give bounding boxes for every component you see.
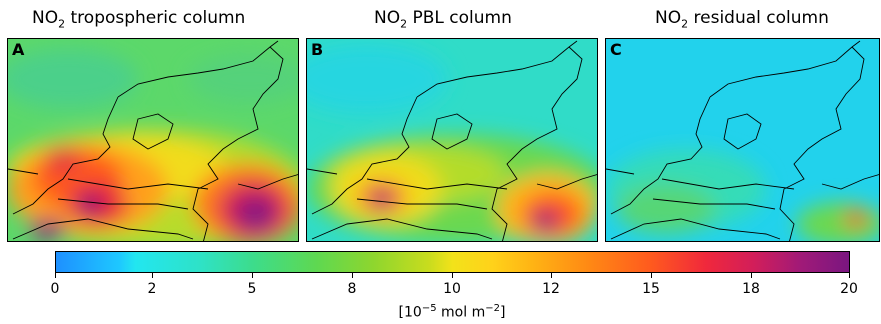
- panel-b-title: NO2 PBL column: [374, 8, 512, 31]
- panel-letter-c: C: [610, 40, 622, 59]
- colorbar-tick-12: [551, 273, 552, 278]
- colorbar-unit-label: [10−5 mol m−2]: [398, 303, 506, 321]
- colorbar-label-8: 8: [347, 281, 357, 297]
- panel-a-title: NO2 tropospheric column: [32, 8, 246, 31]
- panel-letter-b: B: [311, 40, 324, 59]
- colorbar-label-15: 15: [642, 281, 660, 297]
- no2-tropospheric-map: [8, 39, 298, 241]
- map-panel-b: B: [306, 38, 598, 242]
- colorbar-label-12: 12: [542, 281, 560, 297]
- colorbar-label-2: 2: [147, 281, 157, 297]
- colorbar: [55, 251, 850, 273]
- panel-letter-a: A: [12, 40, 25, 59]
- colorbar-tick-2: [152, 273, 153, 278]
- no2-residual-map: [606, 39, 879, 241]
- colorbar-tick-10: [452, 273, 453, 278]
- coastline-borders-c: [606, 40, 879, 241]
- no2-pbl-map: [307, 39, 597, 241]
- colorbar-tick-8: [352, 273, 353, 278]
- coastline-borders-a: [8, 40, 298, 241]
- colorbar-tick-20: [849, 273, 850, 278]
- colorbar-label-20: 20: [840, 281, 858, 297]
- colorbar-label-5: 5: [247, 281, 257, 297]
- colorbar-tick-15: [651, 273, 652, 278]
- colorbar-tick-18: [751, 273, 752, 278]
- colorbar-tick-5: [252, 273, 253, 278]
- map-panel-a: A: [7, 38, 299, 242]
- coastline-borders-b: [307, 40, 597, 241]
- colorbar-tick-0: [55, 273, 56, 278]
- colorbar-label-0: 0: [50, 281, 60, 297]
- map-panel-c: C: [605, 38, 880, 242]
- colorbar-label-10: 10: [443, 281, 461, 297]
- panel-c-title: NO2 residual column: [655, 8, 829, 31]
- colorbar-label-18: 18: [742, 281, 760, 297]
